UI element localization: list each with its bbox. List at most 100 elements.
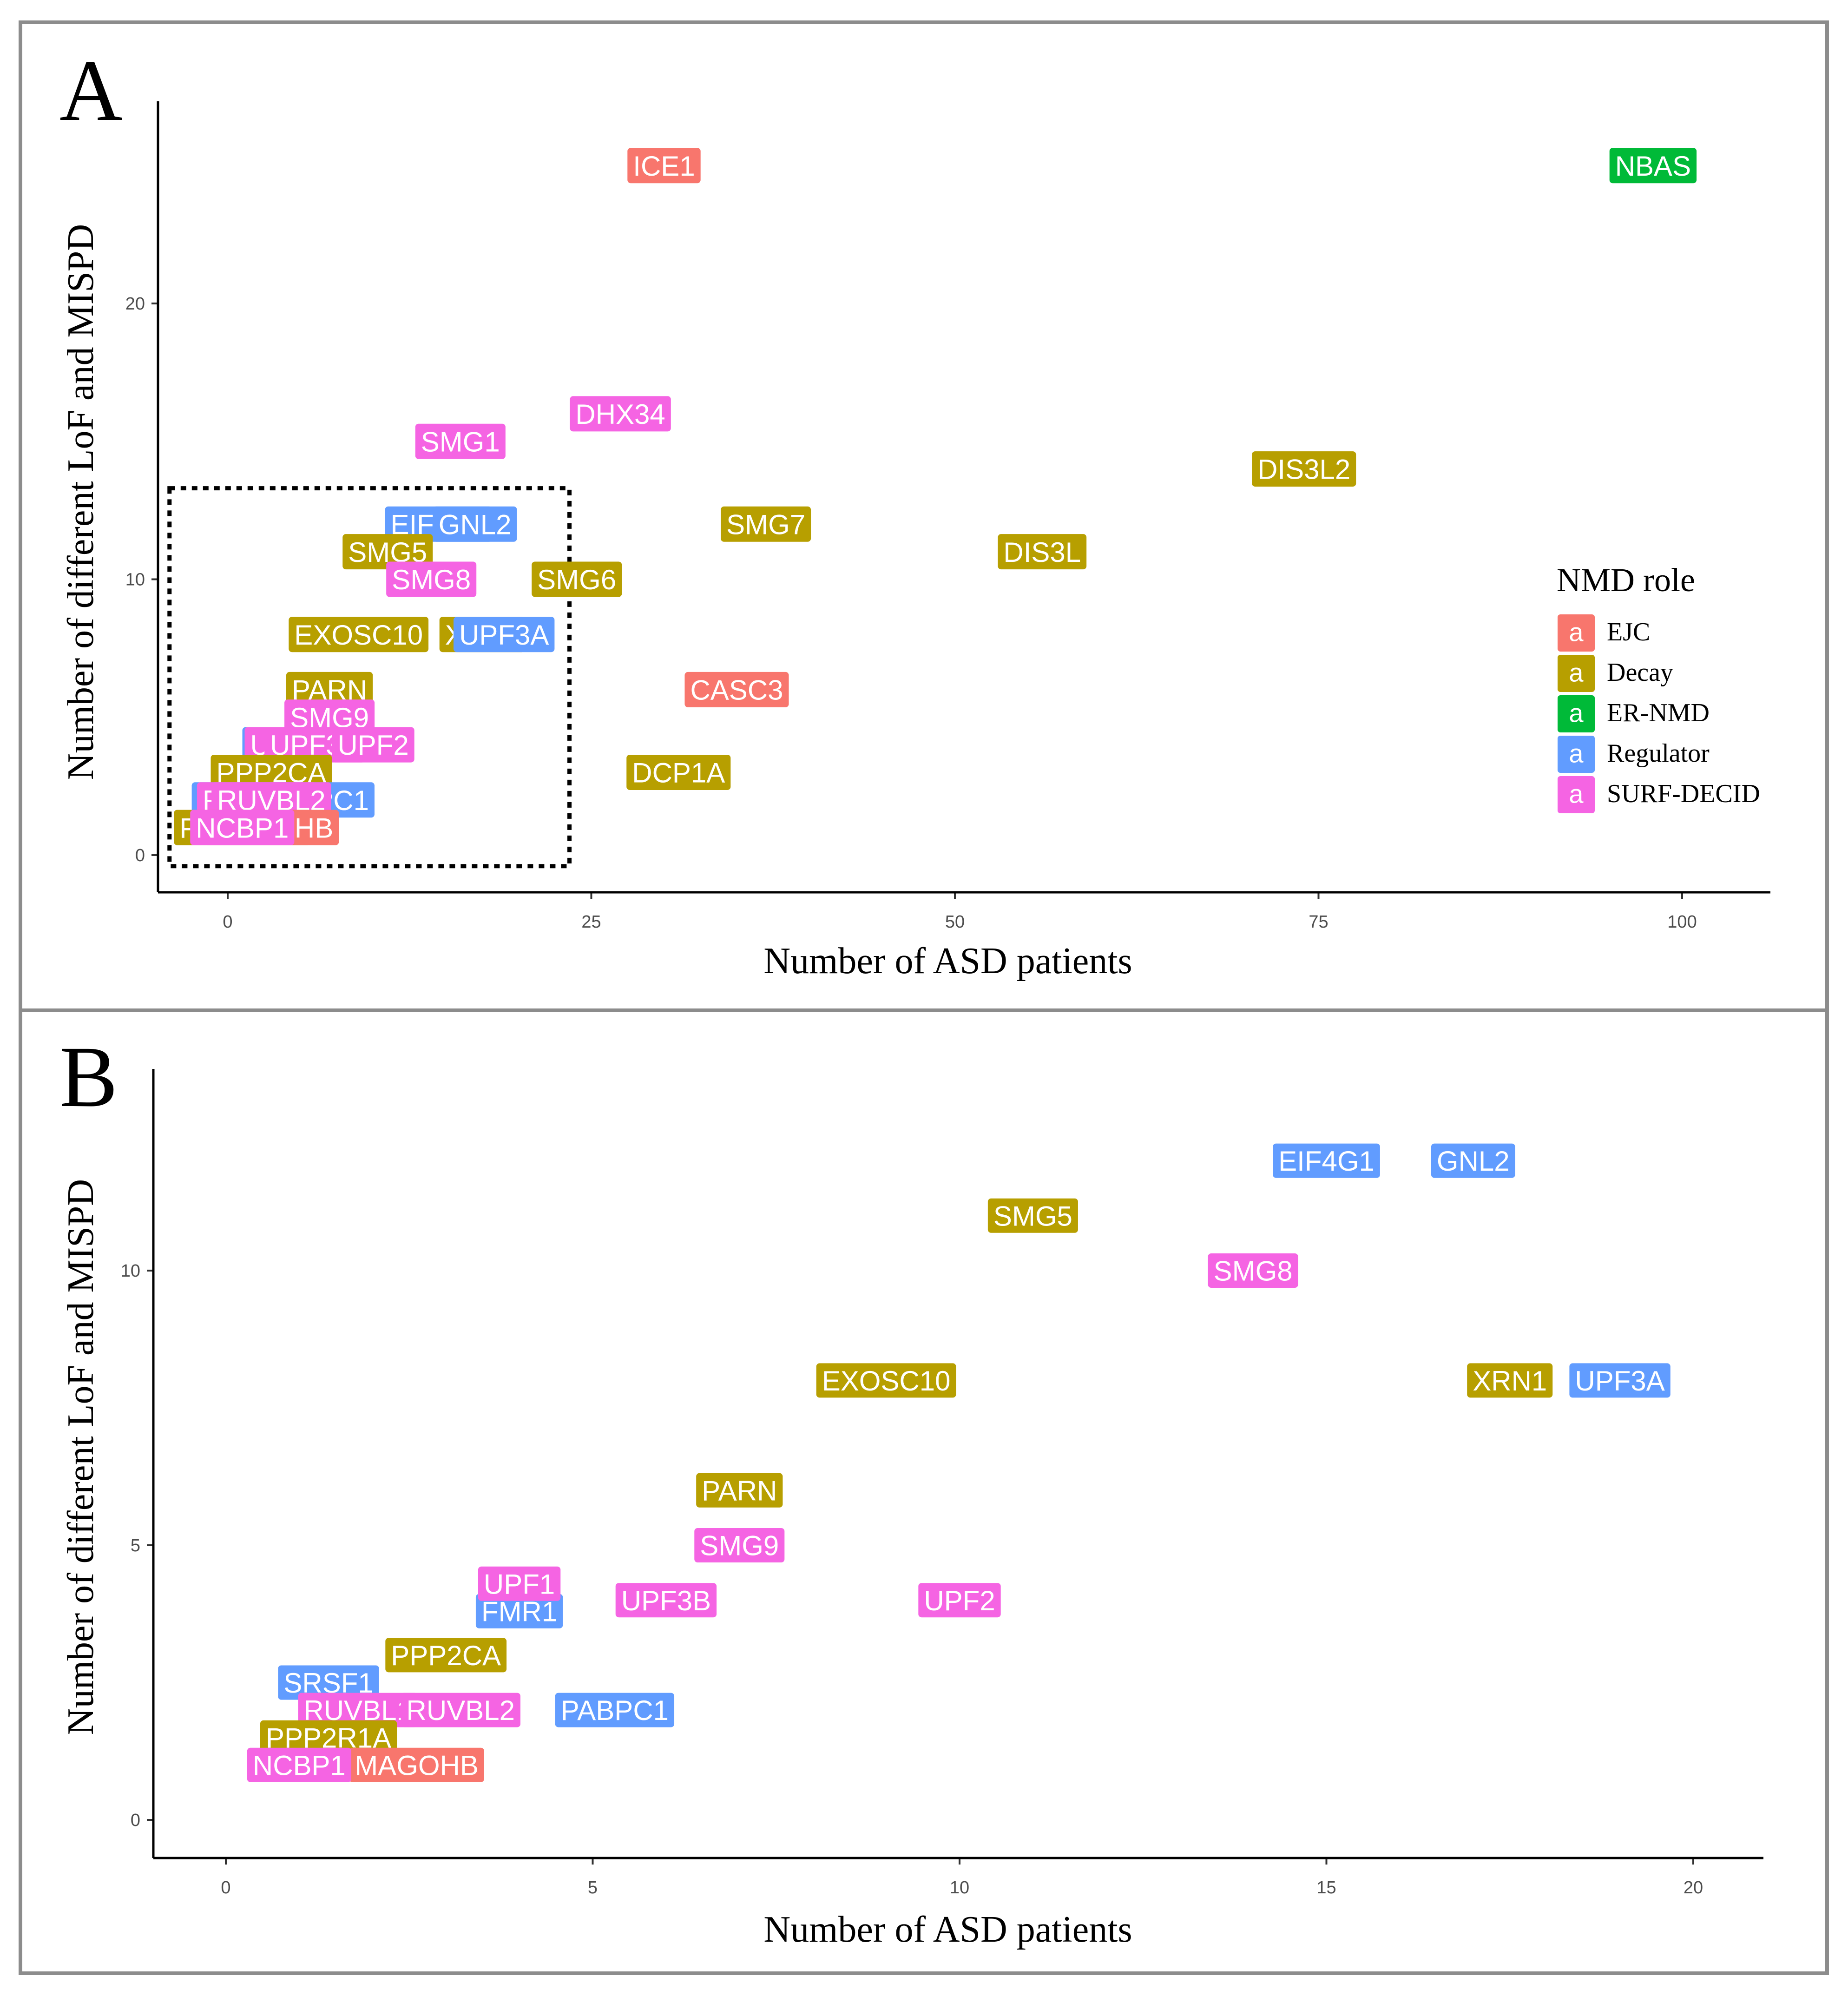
panel-b-point-fmr1: FMR1 [475, 1594, 563, 1628]
panel-b-point-box [694, 1528, 785, 1562]
panel-b-point-magohb: MAGOHB [349, 1747, 484, 1782]
panel-a-y-tick-label: 20 [125, 294, 145, 314]
legend-label: Decay [1607, 658, 1673, 687]
panel-a-point-box [433, 506, 517, 542]
panel-b-y-axis-title: Number of different LoF and MISPD [60, 1179, 101, 1735]
panel-a: A 0 25 50 75 100 0 10 20 ICE1 NBAS DHX34 SMG1 DIS3L… [19, 20, 1829, 1012]
panel-a-points: ICE1NBASDHX34SMG1DIS3L2SMG7DIS3LEIF4G1GN… [174, 148, 1697, 845]
panel-b-y-tick-label: 10 [121, 1261, 140, 1281]
panel-a-point-box [342, 534, 433, 570]
panel-a-point-box [998, 534, 1087, 570]
panel-b-point-label: FMR1 [481, 1596, 557, 1627]
panel-b-point-upf2: UPF2 [918, 1583, 1001, 1618]
panel-b-point-box [1208, 1253, 1298, 1288]
panel-a-point-label: GNL2 [439, 509, 512, 540]
panel-a-point-label: NBAS [1615, 151, 1691, 182]
panel-b-frame [19, 1008, 1829, 1975]
legend-key-glyph: a [1569, 739, 1584, 768]
panel-a-point-box [211, 782, 331, 818]
panel-a-point-upf2: UPF2 [332, 727, 414, 763]
panel-b-point-label: NCBP1 [253, 1750, 346, 1781]
panel-a-point-box [415, 423, 506, 459]
panel-b-x-tick-label: 0 [221, 1878, 230, 1898]
panel-b-point-label: SMG9 [700, 1530, 779, 1562]
panel-a-point-label: SMG6 [537, 564, 616, 595]
panel-a-point-label: NCBP1 [196, 812, 289, 843]
panel-b-point-ruvbl2: RUVBL2 [401, 1693, 520, 1727]
panel-b-point-box [555, 1693, 675, 1727]
panel-a-point-label: SMG1 [421, 426, 500, 457]
panel-a-point-ncbp1: NCBP1 [190, 810, 295, 845]
panel-a-point-box [210, 754, 332, 790]
panel-b-point-box [475, 1594, 563, 1628]
panel-b-point-box [1569, 1363, 1670, 1398]
panel-b-point-label: EIF4G1 [1278, 1146, 1374, 1177]
panel-a-point-box [332, 727, 414, 763]
panel-a-point-dis3l: DIS3L [998, 534, 1087, 570]
panel-a-ticks: 0 25 50 75 100 0 10 20 [125, 294, 1697, 932]
panel-b-point-label: MAGOHB [355, 1750, 479, 1781]
panel-a-point-box [570, 396, 671, 432]
panel-b-point-label: UPF1 [484, 1568, 555, 1600]
panel-b-point-eif4g1: EIF4G1 [1273, 1143, 1380, 1178]
panel-a-x-tick-label: 0 [223, 912, 232, 932]
panel-b-point-box [298, 1693, 418, 1727]
panel-a-point-label: DCP1A [632, 758, 725, 789]
panel-b-point-box [401, 1693, 520, 1727]
panel-b-letter: B [59, 1028, 118, 1125]
panel-b-x-axis-title: Number of ASD patients [763, 1909, 1132, 1950]
panel-a-point-exosc10: EXOSC10 [289, 617, 429, 652]
panel-b-point-box [696, 1473, 783, 1508]
panel-a-point-label: DHX34 [575, 399, 665, 430]
panel-a-y-tick-label: 0 [135, 846, 145, 865]
panel-a-point-box [684, 672, 789, 707]
panel-b-point-box [816, 1363, 956, 1398]
panel-a-y-tick-label: 10 [125, 570, 145, 590]
panel-b-point-smg9: SMG9 [694, 1528, 785, 1562]
panel-b-point-label: SMG5 [993, 1200, 1072, 1232]
panel-b-point-box [385, 1638, 507, 1673]
panel-a-point-smg1: SMG1 [415, 423, 506, 459]
panel-a-point-smg7: SMG7 [721, 506, 811, 542]
panel-b-point-upf3b: UPF3B [615, 1583, 717, 1618]
panel-b-point-box [247, 1747, 351, 1782]
panel-b-point-xrn1: XRN1 [1467, 1363, 1553, 1398]
panel-b-point-box [1431, 1143, 1515, 1178]
panel-a-point-label: EXOSC10 [294, 619, 423, 651]
panel-b-point-label: UPF3A [1575, 1365, 1664, 1397]
panel-a-point-upf3a: UPF3A [454, 617, 555, 652]
panel-b-point-label: RUVBL2 [407, 1695, 515, 1726]
legend-label: EJC [1607, 618, 1650, 646]
panel-b-point-label: SMG8 [1214, 1256, 1293, 1287]
panel-b-point-gnl2: GNL2 [1431, 1143, 1515, 1178]
panel-a-point-box [286, 672, 373, 707]
legend-label: ER-NMD [1607, 698, 1710, 727]
panel-b-point-box [260, 1720, 397, 1755]
panel-a-x-tick-label: 50 [945, 912, 965, 932]
panel-a-point-casc3: CASC3 [684, 672, 789, 707]
panel-a-point-dhx34: DHX34 [570, 396, 671, 432]
panel-a-point-dis3l2: DIS3L2 [1252, 451, 1356, 487]
panel-a-point-label: ICE1 [633, 151, 695, 182]
panel-b-x-tick-label: 5 [588, 1878, 598, 1898]
panel-a-point-box [626, 754, 731, 790]
panel-b-point-upf1: UPF1 [478, 1566, 561, 1601]
panel-b-point-label: PARN [702, 1475, 777, 1506]
panel-a-point-label: SMG8 [392, 564, 471, 595]
panel-a-point-box [284, 699, 375, 735]
legend-label: Regulator [1607, 739, 1710, 768]
panel-b-x-tick-label: 20 [1684, 1878, 1703, 1898]
panel-a-point-box [532, 561, 622, 597]
panel-a-point-nbas: NBAS [1609, 148, 1697, 184]
legend-label: SURF-DECID [1607, 779, 1760, 808]
panel-a-x-axis-title: Number of ASD patients [763, 941, 1132, 982]
panel-b-point-box [987, 1198, 1078, 1233]
panel-b-point-label: GNL2 [1437, 1146, 1510, 1177]
panel-b-points: EIF4G1 GNL2 SMG5 SMG8 EXOSC10 XRN1 UPF3A PARN SM… [247, 1143, 1670, 1782]
panel-a-point-box [386, 561, 477, 597]
panel-a-point-smg8: SMG8 [386, 561, 477, 597]
panel-a-point-label: CASC3 [690, 675, 783, 706]
panel-b-point-parn: PARN [696, 1473, 783, 1508]
